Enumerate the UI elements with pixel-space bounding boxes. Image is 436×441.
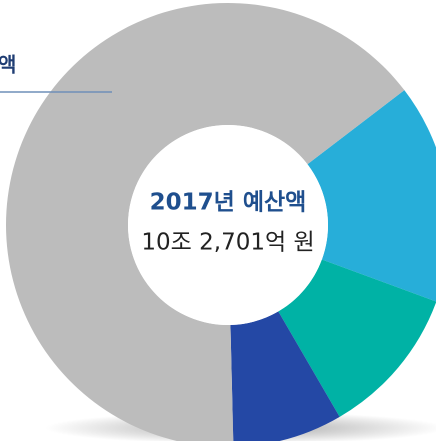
donut-segment [230,311,340,441]
donut [6,3,436,441]
center-value: 10조 2,701억 원 [141,230,314,256]
center-title: 2017년 예산액 [150,190,307,216]
donut-segment [307,90,436,302]
donut-segment [278,259,436,417]
donut-hole [128,125,328,325]
legend-fragment: 액 [0,53,16,77]
donut-segment [6,3,405,441]
